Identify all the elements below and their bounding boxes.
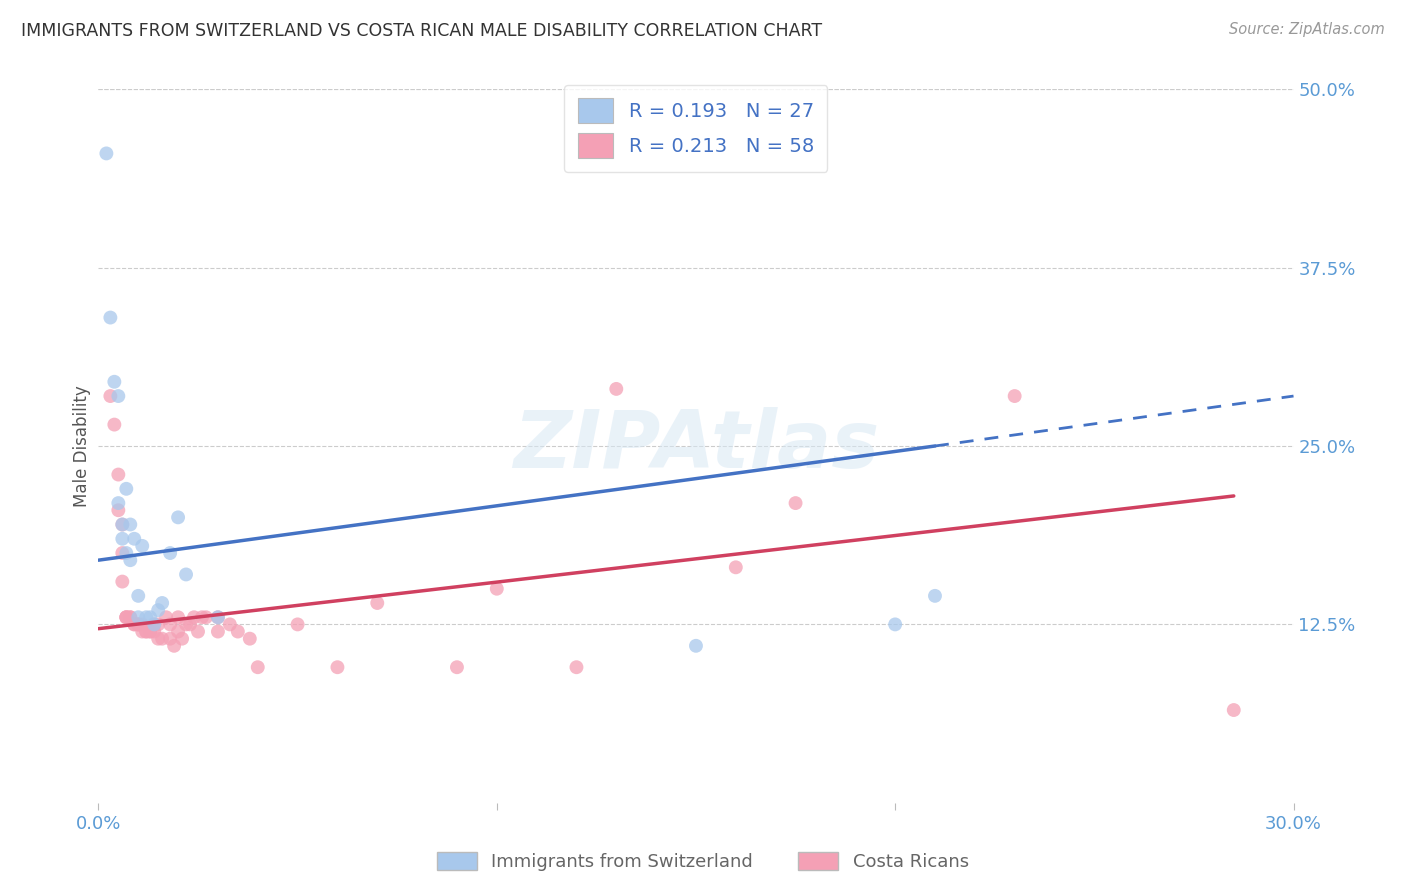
Text: Source: ZipAtlas.com: Source: ZipAtlas.com [1229, 22, 1385, 37]
Point [207, 610, 229, 624]
Point [115, 610, 138, 624]
Point [183, 610, 205, 624]
Point [207, 624, 229, 639]
Point [724, 560, 747, 574]
Point [785, 496, 807, 510]
Point [124, 532, 146, 546]
Point [103, 375, 125, 389]
Point [148, 603, 170, 617]
Point [111, 517, 134, 532]
Point [100, 389, 122, 403]
Point [96, 146, 118, 161]
Point [1222, 703, 1246, 717]
Point [446, 660, 468, 674]
Point [135, 610, 157, 624]
Point [124, 617, 146, 632]
Y-axis label: Male Disability: Male Disability [73, 385, 91, 507]
Point [111, 517, 134, 532]
Legend: R = 0.193   N = 27, R = 0.213   N = 58: R = 0.193 N = 27, R = 0.213 N = 58 [564, 85, 828, 171]
Point [207, 610, 229, 624]
Point [246, 660, 269, 674]
Point [179, 617, 201, 632]
Point [127, 617, 149, 632]
Point [605, 382, 627, 396]
Point [226, 624, 249, 639]
Point [159, 617, 181, 632]
Point [127, 589, 149, 603]
Point [159, 546, 181, 560]
Point [120, 553, 142, 567]
Point [167, 624, 190, 639]
Point [143, 617, 166, 632]
Point [685, 639, 707, 653]
Point [127, 617, 149, 632]
Point [485, 582, 508, 596]
Point [111, 532, 134, 546]
Point [150, 596, 173, 610]
Point [139, 624, 162, 639]
Point [366, 596, 388, 610]
Point [239, 632, 262, 646]
Point [195, 610, 218, 624]
Point [100, 310, 122, 325]
Point [124, 617, 146, 632]
Point [115, 482, 138, 496]
Point [131, 624, 153, 639]
Point [187, 624, 209, 639]
Point [127, 617, 149, 632]
Point [150, 632, 173, 646]
Point [107, 389, 129, 403]
Point [139, 624, 162, 639]
Point [163, 639, 186, 653]
Point [143, 624, 166, 639]
Point [103, 417, 125, 432]
Point [148, 632, 170, 646]
Point [191, 610, 214, 624]
Point [172, 632, 194, 646]
Point [115, 546, 138, 560]
Point [127, 610, 149, 624]
Point [107, 467, 129, 482]
Point [111, 546, 134, 560]
Point [120, 610, 142, 624]
Point [148, 617, 170, 632]
Point [1004, 389, 1026, 403]
Point [167, 610, 190, 624]
Point [135, 624, 157, 639]
Point [111, 574, 134, 589]
Point [131, 539, 153, 553]
Point [174, 567, 197, 582]
Point [174, 617, 197, 632]
Point [326, 660, 349, 674]
Point [924, 589, 946, 603]
Text: IMMIGRANTS FROM SWITZERLAND VS COSTA RICAN MALE DISABILITY CORRELATION CHART: IMMIGRANTS FROM SWITZERLAND VS COSTA RIC… [21, 22, 823, 40]
Point [155, 610, 177, 624]
Text: ZIPAtlas: ZIPAtlas [513, 407, 879, 485]
Point [159, 632, 181, 646]
Point [143, 617, 166, 632]
Point [115, 610, 138, 624]
Point [565, 660, 588, 674]
Point [287, 617, 309, 632]
Point [219, 617, 242, 632]
Point [131, 617, 153, 632]
Point [107, 496, 129, 510]
Point [120, 517, 142, 532]
Point [107, 503, 129, 517]
Legend: Immigrants from Switzerland, Costa Ricans: Immigrants from Switzerland, Costa Rican… [430, 845, 976, 879]
Point [167, 510, 190, 524]
Point [115, 610, 138, 624]
Point [139, 610, 162, 624]
Point [120, 610, 142, 624]
Point [135, 624, 157, 639]
Point [884, 617, 907, 632]
